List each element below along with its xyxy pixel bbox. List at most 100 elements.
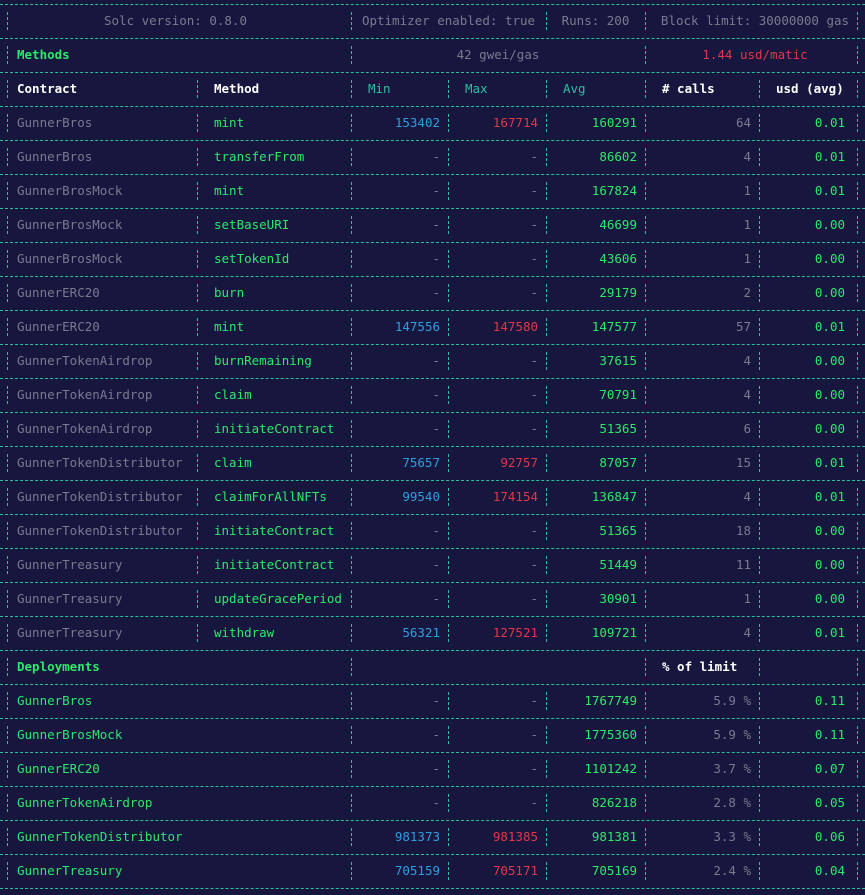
- column-divider: [759, 590, 760, 608]
- column-divider: [546, 12, 547, 30]
- column-divider: [7, 522, 8, 540]
- call-count: 18: [735, 523, 751, 538]
- column-divider: [857, 318, 858, 336]
- contract-name: GunnerBrosMock: [17, 183, 123, 198]
- contract-name: GunnerTokenDistributor: [17, 455, 183, 470]
- row-divider: [0, 208, 865, 209]
- call-count: 1: [743, 217, 751, 232]
- column-divider: [351, 420, 352, 438]
- min-gas: 75657: [402, 455, 440, 470]
- method-row: GunnerERC20 mint 147556 147580 147577 57 0.01: [0, 310, 865, 344]
- column-divider: [546, 420, 547, 438]
- avg-gas: 30901: [599, 591, 637, 606]
- column-header-max: Max: [465, 81, 488, 96]
- column-divider: [645, 114, 646, 132]
- row-divider: [0, 650, 865, 651]
- column-divider: [645, 148, 646, 166]
- column-divider: [351, 658, 352, 676]
- usd-avg: 0.07: [814, 761, 845, 776]
- max-gas: -: [530, 387, 538, 402]
- max-gas: -: [530, 795, 538, 810]
- min-gas: 981373: [394, 829, 440, 844]
- column-divider: [197, 114, 198, 132]
- column-divider: [197, 590, 198, 608]
- column-divider: [546, 828, 547, 846]
- min-gas: 147556: [394, 319, 440, 334]
- avg-gas: 51449: [599, 557, 637, 572]
- max-gas: -: [530, 557, 538, 572]
- column-divider: [351, 284, 352, 302]
- column-divider: [857, 80, 858, 98]
- methods-title: Methods: [17, 47, 70, 62]
- column-divider: [351, 522, 352, 540]
- avg-gas: 46699: [599, 217, 637, 232]
- usd-avg: 0.00: [814, 251, 845, 266]
- column-divider: [857, 726, 858, 744]
- column-divider: [351, 46, 352, 64]
- column-divider: [197, 284, 198, 302]
- deployment-row: GunnerTokenAirdrop - - 826218 2.8 % 0.05: [0, 786, 865, 820]
- row-divider: [0, 310, 865, 311]
- method-row: GunnerTreasury withdraw 56321 127521 109721 4…: [0, 616, 865, 650]
- column-divider: [7, 148, 8, 166]
- column-divider: [197, 556, 198, 574]
- column-divider: [448, 216, 449, 234]
- row-divider: [0, 446, 865, 447]
- column-divider: [857, 182, 858, 200]
- column-divider: [645, 590, 646, 608]
- column-divider: [857, 46, 858, 64]
- contract-name: GunnerTokenDistributor: [17, 489, 183, 504]
- column-divider: [197, 454, 198, 472]
- column-divider: [197, 250, 198, 268]
- deployment-contract: GunnerTokenAirdrop: [17, 795, 153, 810]
- column-divider: [546, 318, 547, 336]
- column-divider: [645, 420, 646, 438]
- method-row: GunnerTokenDistributor initiateContract - -…: [0, 514, 865, 548]
- column-divider: [645, 624, 646, 642]
- call-count: 6: [743, 421, 751, 436]
- min-gas: -: [432, 251, 440, 266]
- column-divider: [546, 148, 547, 166]
- avg-gas: 1775360: [584, 727, 637, 742]
- column-divider: [645, 658, 646, 676]
- column-divider: [857, 556, 858, 574]
- column-divider: [351, 692, 352, 710]
- column-divider: [351, 624, 352, 642]
- max-gas: -: [530, 217, 538, 232]
- column-divider: [546, 556, 547, 574]
- column-divider: [759, 760, 760, 778]
- min-gas: -: [432, 183, 440, 198]
- contract-name: GunnerTreasury: [17, 557, 123, 572]
- column-header-row: Contract Method Min Max Avg # calls usd (avg): [0, 72, 865, 106]
- column-divider: [645, 522, 646, 540]
- row-divider: [0, 276, 865, 277]
- max-gas: 127521: [492, 625, 538, 640]
- column-divider: [546, 760, 547, 778]
- column-divider: [857, 250, 858, 268]
- method-name: claim: [214, 387, 252, 402]
- avg-gas: 160291: [591, 115, 637, 130]
- column-divider: [197, 80, 198, 98]
- percent-of-limit: 2.4 %: [713, 863, 751, 878]
- max-gas: 167714: [492, 115, 538, 130]
- column-divider: [7, 862, 8, 880]
- usd-avg: 0.01: [814, 489, 845, 504]
- method-name: setTokenId: [214, 251, 290, 266]
- column-divider: [759, 318, 760, 336]
- percent-of-limit: 5.9 %: [713, 693, 751, 708]
- column-divider: [448, 454, 449, 472]
- column-divider: [759, 80, 760, 98]
- column-divider: [645, 318, 646, 336]
- contract-name: GunnerERC20: [17, 319, 100, 334]
- column-divider: [351, 80, 352, 98]
- method-name: updateGracePeriod: [214, 591, 342, 606]
- row-divider: [0, 752, 865, 753]
- method-row: GunnerTreasury initiateContract - - 51449 11 0…: [0, 548, 865, 582]
- max-gas: -: [530, 727, 538, 742]
- usd-avg: 0.00: [814, 285, 845, 300]
- column-divider: [197, 352, 198, 370]
- column-divider: [857, 114, 858, 132]
- deployment-row: GunnerERC20 - - 1101242 3.7 % 0.07: [0, 752, 865, 786]
- call-count: 4: [743, 149, 751, 164]
- usd-avg: 0.00: [814, 421, 845, 436]
